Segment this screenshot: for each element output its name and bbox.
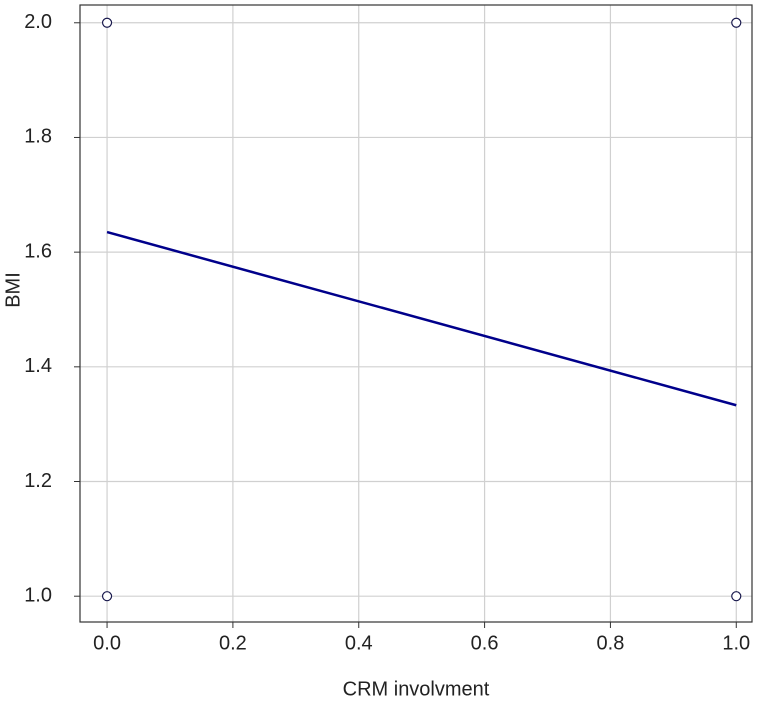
y-tick-label: 1.2 — [24, 470, 52, 492]
y-tick-label: 2.0 — [24, 11, 52, 33]
point — [101, 17, 113, 28]
point — [731, 17, 742, 28]
x-tick-label: 0.2 — [219, 632, 247, 654]
x-axis-label: CRM involvment — [343, 678, 490, 700]
y-tick-label: 1.6 — [24, 240, 52, 262]
y-tick-label: 1.4 — [24, 355, 52, 377]
plot-frame — [79, 4, 753, 623]
x-tick-label: 0.0 — [93, 632, 121, 654]
fit-line — [106, 230, 737, 407]
x-tick-label: 0.6 — [471, 632, 499, 654]
x-tick-label: 0.8 — [597, 632, 625, 654]
y-tick-label: 1.8 — [24, 126, 52, 148]
x-tick-label: 0.4 — [345, 632, 373, 654]
y-axis-label: BMI — [2, 272, 24, 308]
y-tick-label: 1.0 — [24, 584, 52, 606]
point — [731, 591, 742, 602]
point — [101, 591, 113, 602]
x-tick-label: 1.0 — [722, 632, 750, 654]
